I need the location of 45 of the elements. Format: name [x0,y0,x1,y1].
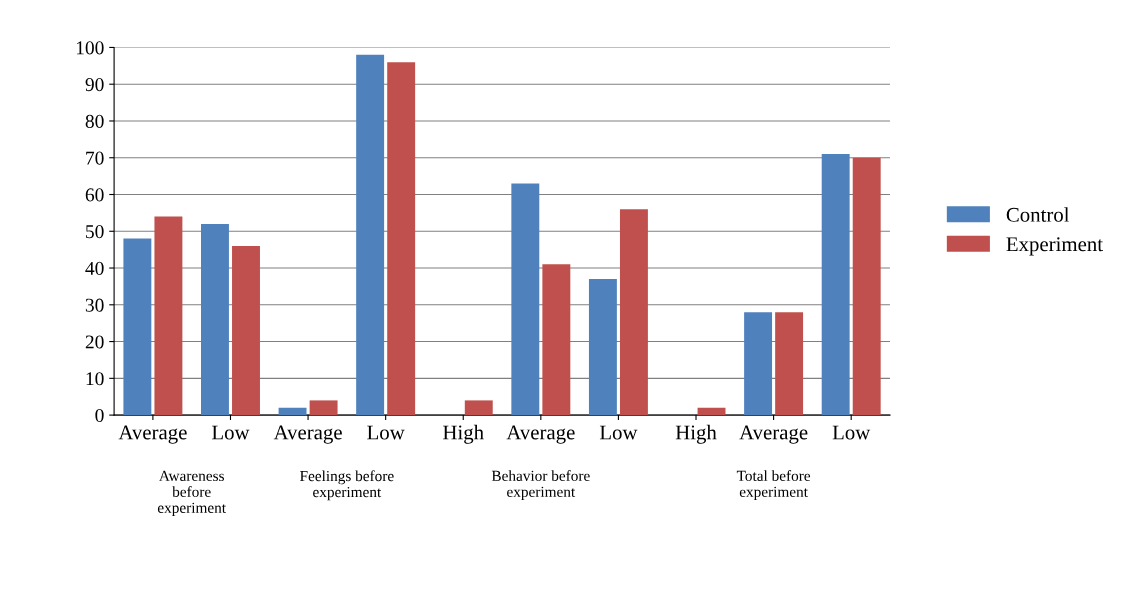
y-tick-label: 70 [86,151,104,165]
bar [387,62,416,416]
x-tick-label: Low [599,425,638,440]
x-tick-label: Low [367,425,405,440]
text: Total before experiment [736,470,811,501]
y-tick-label: 90 [85,78,104,92]
bar [464,400,493,416]
bar [309,400,338,416]
legend-label: Experiment [1006,237,1103,256]
legend-label: Control [1006,207,1070,222]
bar [744,312,773,416]
bar [697,407,726,416]
text: Behavior before experiment [491,470,590,501]
x-tick-label: Low [832,425,871,440]
bar [852,157,881,416]
bar [278,407,307,416]
y-tick-label: 80 [85,114,104,128]
x-tick-label: Average [118,425,187,444]
x-tick-label: Average [739,425,808,444]
bar [775,312,804,416]
x-tick-label: Average [506,425,575,444]
y-tick-label: 100 [76,41,104,55]
x-tick-label: Low [211,425,250,440]
x-tick-label: Average [273,425,342,444]
bar [588,279,617,416]
y-tick-label: 20 [85,335,104,349]
bar [542,264,571,416]
bar [123,238,152,416]
y-tick-label: 10 [86,372,104,386]
y-tick-label: 40 [85,261,104,275]
y-tick-label: 50 [86,225,104,239]
bar [619,209,648,416]
bar [511,183,540,416]
y-tick-label: 30 [85,298,104,312]
x-tick-label: High [443,424,484,444]
bar [232,245,260,416]
bar [201,223,229,416]
y-tick-label: 0 [95,408,104,423]
x-tick-label: High [675,424,717,444]
text: Feelings before experiment [300,470,394,501]
y-tick-label: 60 [85,188,104,202]
bar [154,216,183,416]
bar [821,154,850,416]
text: Awareness before experiment [157,470,226,517]
bar [356,54,385,416]
